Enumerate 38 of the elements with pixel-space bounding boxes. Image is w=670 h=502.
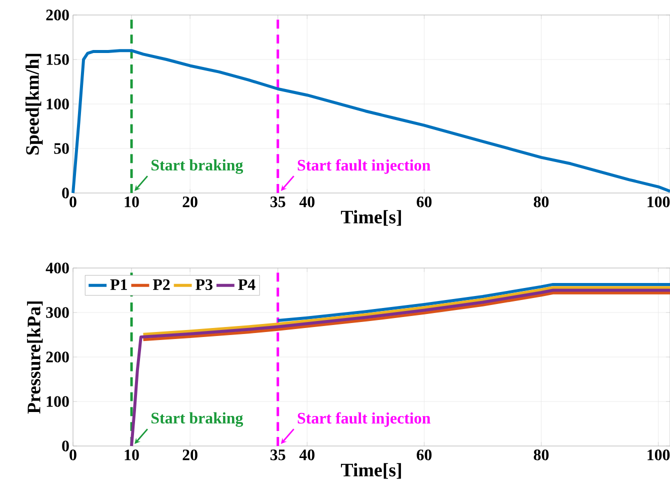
x-tick-label: 60 <box>416 450 432 460</box>
ref-line-label: Start fault injection <box>298 159 430 174</box>
y-tick-label: 0 <box>62 188 69 198</box>
x-tick-label: 20 <box>182 450 198 460</box>
x-tick-label: 40 <box>299 196 314 208</box>
y-tick-label: 400 <box>46 262 69 274</box>
legend-label: P1 <box>110 279 127 290</box>
ref-line-label: Start braking <box>152 412 244 427</box>
x-axis-title: Time[s] <box>340 210 401 226</box>
ref-line-label: Start braking <box>152 159 244 174</box>
ref-line-label: Start fault injection <box>298 412 430 427</box>
x-tick-label: 20 <box>182 196 198 208</box>
y-tick-label: 200 <box>46 352 69 362</box>
x-tick-label: 40 <box>299 450 314 460</box>
y-tick-label: 300 <box>46 307 69 318</box>
y-tick-label: 200 <box>46 10 69 20</box>
x-tick-label: 100 <box>648 450 670 460</box>
x-tick-label: 80 <box>534 450 549 460</box>
legend-label: P3 <box>196 279 212 290</box>
x-tick-label: 10 <box>124 450 139 460</box>
x-tick-label: 80 <box>534 196 549 208</box>
x-tick-label: 100 <box>648 196 670 208</box>
x-tick-label: 10 <box>124 196 139 208</box>
x-tick-label: 35 <box>270 450 286 460</box>
y-axis-title: Speed[km/h] <box>26 54 43 155</box>
y-tick-label: 100 <box>46 98 69 110</box>
legend-label: P4 <box>238 279 256 290</box>
y-tick-label: 0 <box>62 440 69 452</box>
x-tick-label: 0 <box>70 196 76 208</box>
legend-label: P2 <box>152 279 170 290</box>
y-axis-title: Pressure[kPa] <box>27 301 43 414</box>
x-tick-label: 35 <box>270 196 286 208</box>
x-tick-label: 0 <box>70 450 76 460</box>
y-tick-label: 50 <box>54 143 69 154</box>
y-tick-label: 150 <box>46 54 69 65</box>
x-axis-title: Time[s] <box>340 463 401 479</box>
x-tick-label: 60 <box>416 196 432 208</box>
y-tick-label: 100 <box>46 396 69 407</box>
